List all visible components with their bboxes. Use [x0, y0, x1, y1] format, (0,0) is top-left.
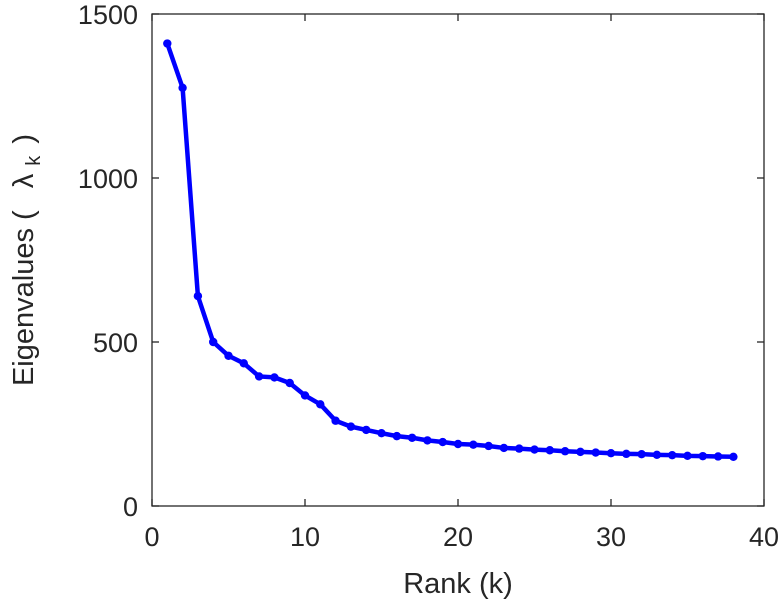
x-tick-label: 40	[749, 522, 779, 552]
data-point	[545, 446, 554, 455]
data-point	[576, 447, 585, 457]
data-point	[316, 400, 325, 409]
data-point	[423, 436, 432, 445]
y-axis-ticks: 0 500 1000 1500	[78, 0, 764, 522]
y-axis-label-subscript: k	[23, 155, 45, 166]
series-layer	[163, 39, 738, 461]
data-point	[499, 443, 509, 453]
svg-text:Eigenvalues ( λ k: Eigenvalues ( λ k )	[8, 134, 47, 386]
data-point	[652, 450, 662, 460]
data-point	[515, 444, 524, 453]
data-point	[254, 372, 264, 381]
plot-frame	[151, 13, 765, 507]
y-tick-label: 1500	[78, 0, 138, 30]
data-point	[407, 433, 417, 442]
data-point	[346, 422, 356, 431]
y-axis-label-prefix: Eigenvalues (	[8, 210, 40, 386]
data-point	[178, 83, 187, 93]
data-point	[530, 445, 539, 454]
data-point	[270, 373, 279, 382]
data-point	[560, 447, 570, 456]
x-tick-label: 0	[144, 522, 159, 552]
data-point	[224, 351, 233, 360]
data-point	[469, 440, 478, 449]
data-point	[331, 416, 340, 425]
data-point	[591, 448, 600, 457]
data-point	[637, 449, 646, 459]
y-tick-label: 0	[123, 492, 138, 522]
data-point	[698, 451, 707, 461]
y-axis-label-suffix: )	[8, 134, 40, 144]
data-point	[209, 337, 218, 347]
data-point	[285, 378, 294, 388]
y-tick-label: 500	[93, 328, 138, 358]
x-axis-ticks: 0 10 20 30 40	[144, 14, 779, 552]
data-point	[668, 450, 677, 460]
data-point	[377, 428, 386, 438]
series-line	[165, 41, 736, 460]
data-point	[453, 439, 463, 449]
y-axis-label: Eigenvalues ( λ k )	[8, 134, 47, 386]
data-point	[193, 291, 203, 301]
x-tick-label: 10	[290, 522, 320, 552]
data-point	[438, 437, 447, 447]
data-point	[484, 441, 493, 451]
x-tick-label: 20	[443, 522, 473, 552]
data-point	[300, 391, 310, 400]
data-point	[163, 39, 172, 48]
data-point	[392, 431, 401, 441]
x-axis-label: Rank (k)	[403, 568, 513, 600]
data-point	[622, 449, 631, 459]
data-point	[362, 425, 371, 435]
y-tick-label: 1000	[78, 164, 138, 194]
data-point	[683, 451, 692, 461]
y-axis-label-symbol: λ	[8, 173, 40, 188]
data-point	[239, 359, 248, 368]
data-point	[729, 452, 738, 461]
data-point	[713, 452, 723, 461]
data-point	[606, 448, 616, 458]
x-tick-label: 30	[596, 522, 626, 552]
